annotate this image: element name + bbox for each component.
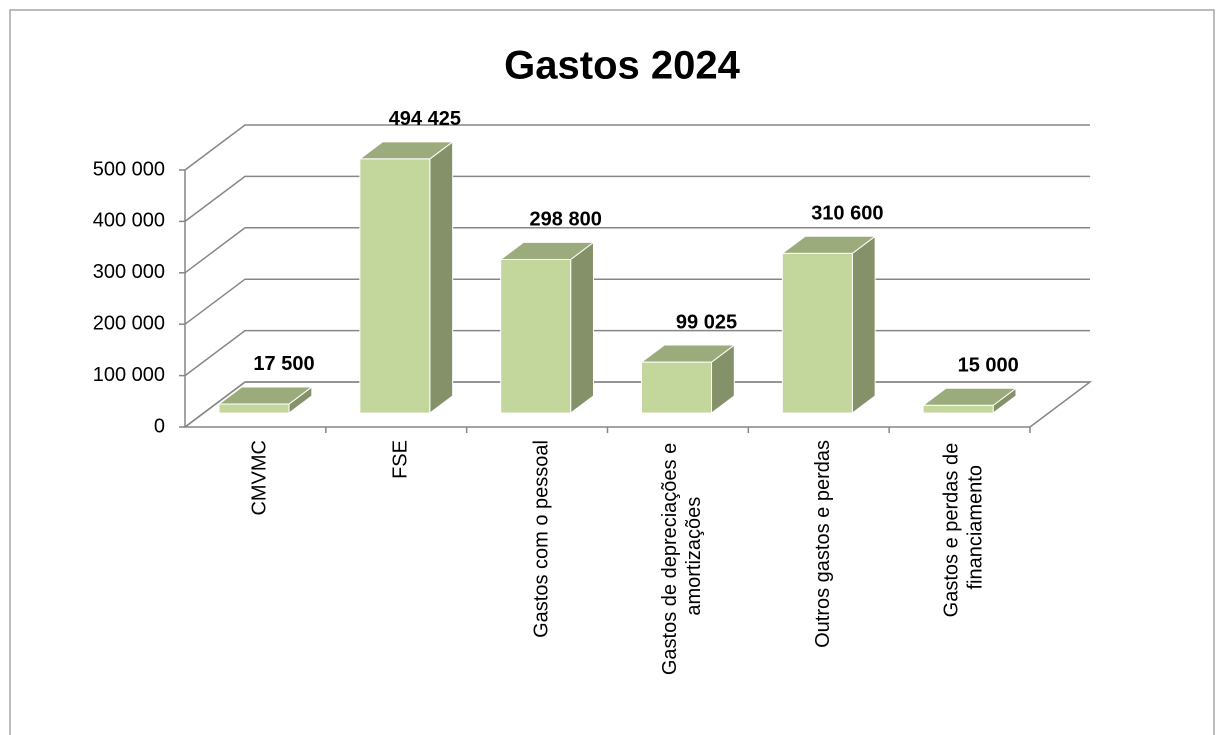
y-tick-label: 200 000 xyxy=(93,312,165,334)
bar-front xyxy=(781,252,853,414)
data-label: 494 425 xyxy=(389,108,461,130)
y-tick-label: 0 xyxy=(154,415,165,437)
grid-line xyxy=(184,175,1090,222)
x-tick-label: Outros gastos e perdas xyxy=(812,440,834,648)
bar-front xyxy=(922,404,994,414)
bar-front xyxy=(500,258,572,414)
y-tick-label: 500 000 xyxy=(93,158,165,180)
grid-line xyxy=(184,124,1090,171)
bar-front xyxy=(641,361,713,414)
data-label: 298 800 xyxy=(530,209,602,231)
y-tick-label: 400 000 xyxy=(93,210,165,232)
x-tick-label: Gastos com o pessoal xyxy=(530,440,552,638)
bar-side xyxy=(570,241,594,415)
chart-frame xyxy=(9,9,1215,735)
chart-title: Gastos 2024 xyxy=(504,44,740,88)
bar xyxy=(358,140,455,415)
x-tick-label: Gastos e perdas de financiamento xyxy=(941,437,987,617)
bar xyxy=(217,385,314,415)
bar xyxy=(921,387,1018,415)
data-label: 99 025 xyxy=(676,311,737,333)
x-tick-label: Gastos de depreciações e amortizações xyxy=(659,437,705,675)
x-tick-label-line: amortizações xyxy=(683,497,705,616)
bar-front xyxy=(359,158,431,414)
x-tick-label: FSE xyxy=(390,440,412,479)
bar xyxy=(640,344,736,415)
bar xyxy=(499,241,595,415)
x-tick-label: CMVMC xyxy=(249,440,271,516)
bar-front xyxy=(218,403,290,414)
data-label: 310 600 xyxy=(811,203,883,225)
x-tick-label-line: financiamento xyxy=(965,465,987,590)
y-tick-label: 100 000 xyxy=(93,364,165,386)
x-tick-label-line: Gastos de depreciações e xyxy=(659,437,681,675)
x-tick-label-line: Gastos e perdas de xyxy=(941,437,963,617)
bar-side xyxy=(429,140,454,415)
data-label: 17 500 xyxy=(253,353,314,375)
y-tick-label: 300 000 xyxy=(93,261,165,283)
grid-line xyxy=(184,227,1090,274)
data-label: 15 000 xyxy=(958,355,1019,377)
bar xyxy=(780,235,877,415)
bar-side xyxy=(851,235,876,415)
